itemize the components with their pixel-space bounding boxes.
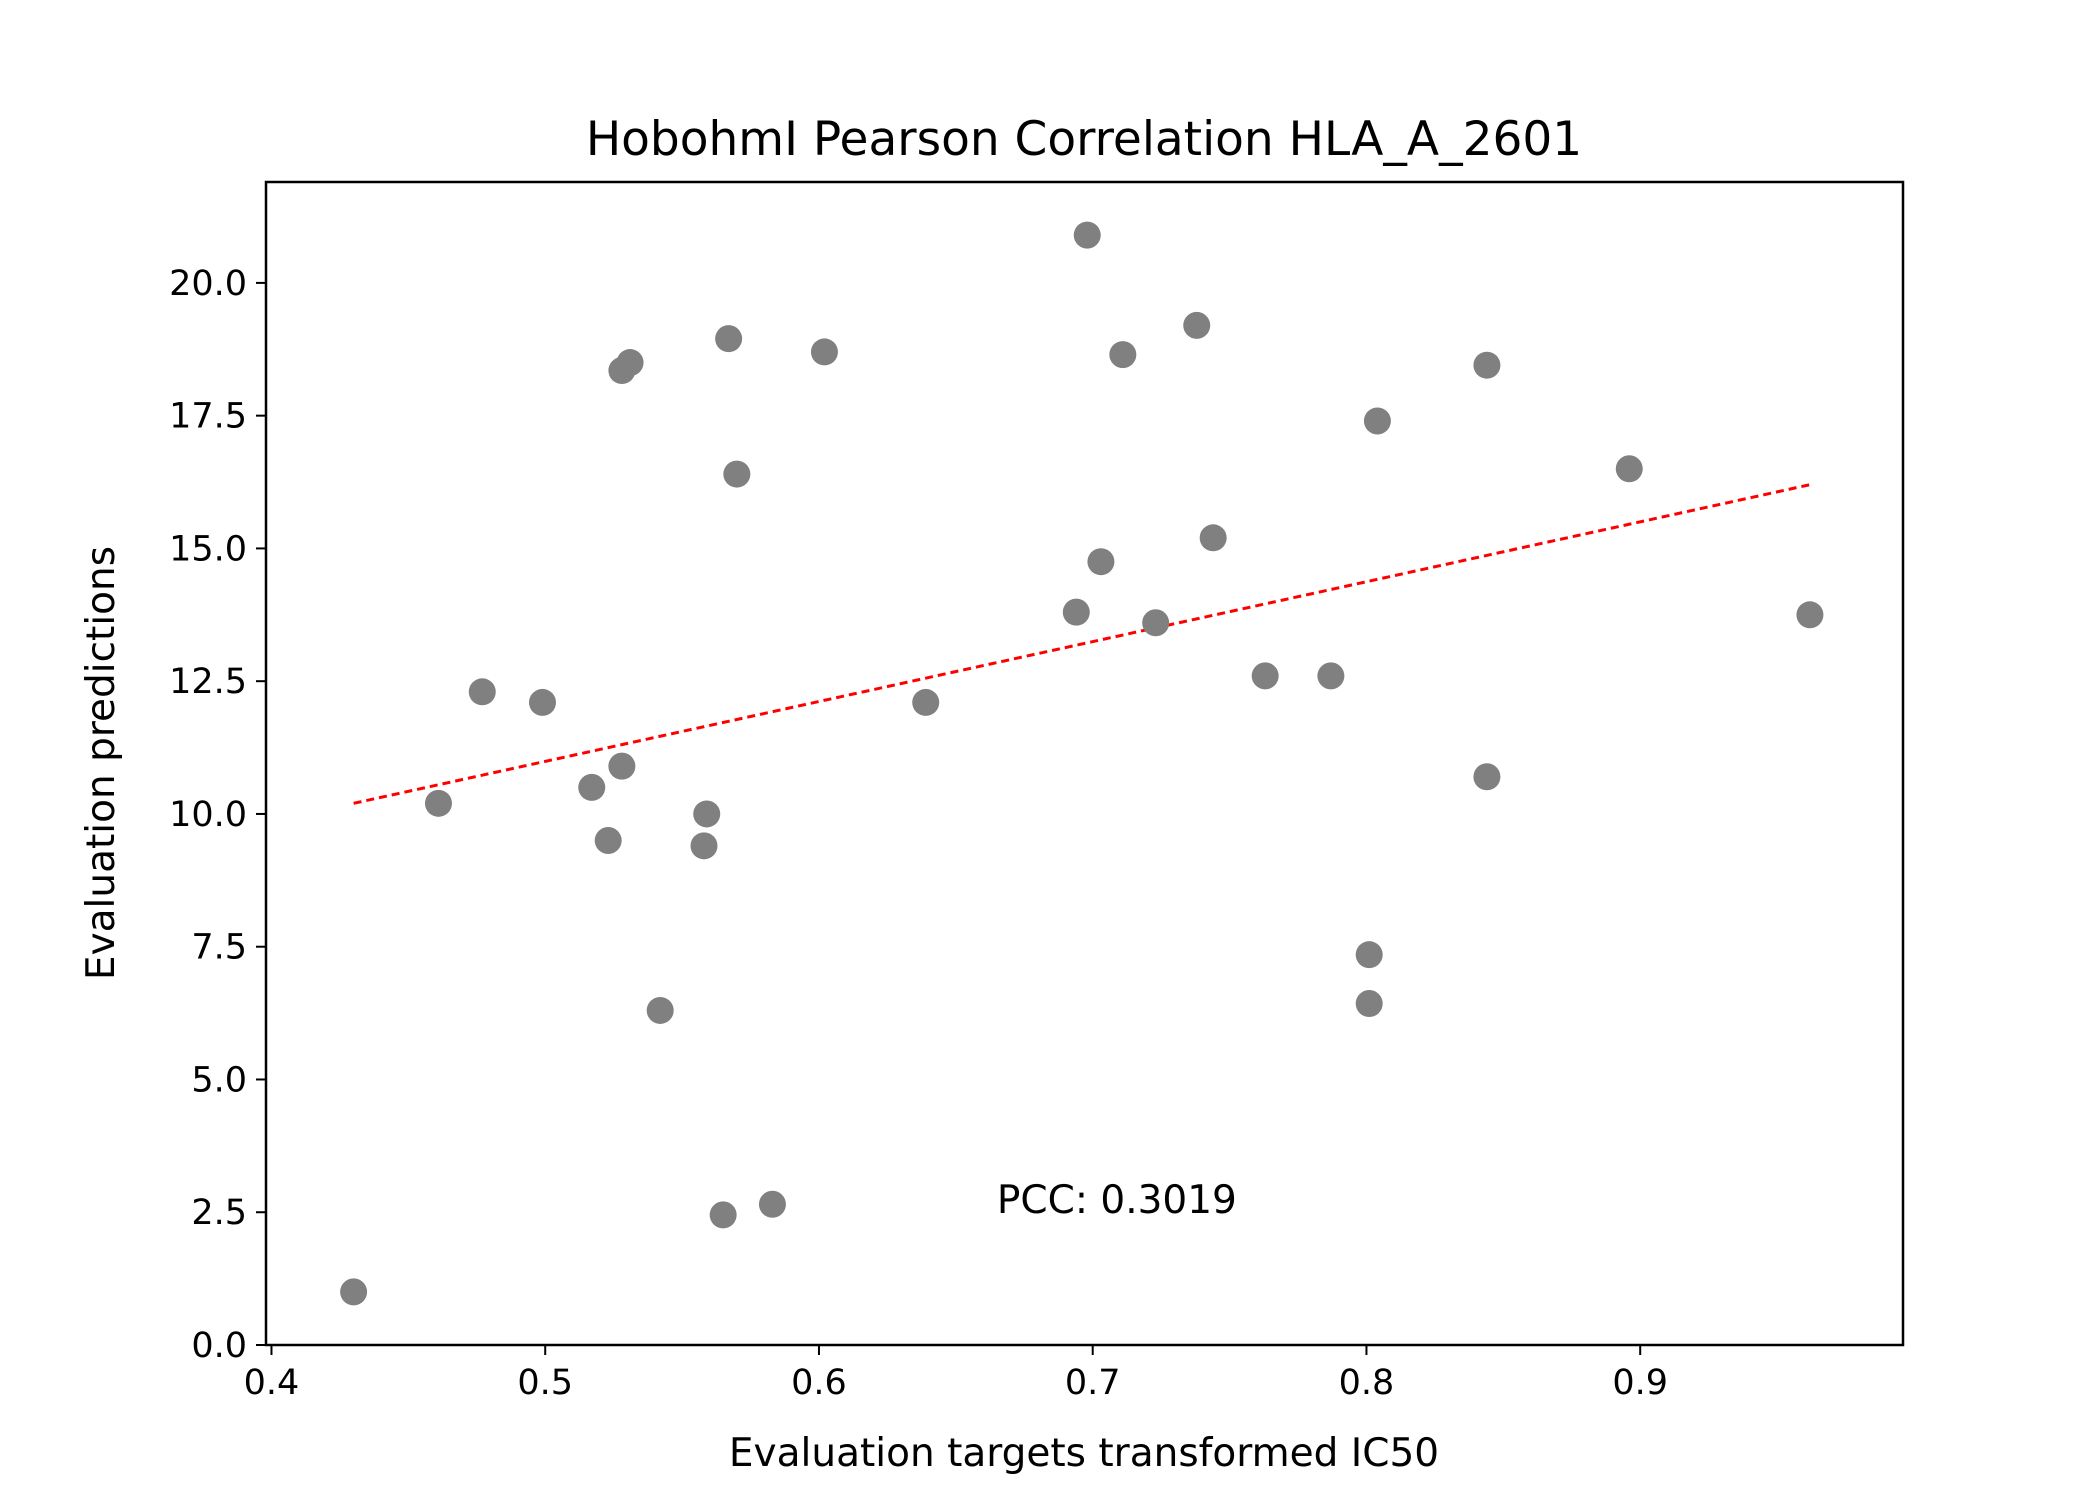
data-point xyxy=(693,800,721,828)
y-tick-label: 17.5 xyxy=(169,397,247,437)
y-tick-label: 12.5 xyxy=(169,662,247,702)
y-tick-label: 0.0 xyxy=(191,1326,247,1366)
data-point xyxy=(912,688,940,716)
data-point xyxy=(723,460,751,488)
data-point xyxy=(340,1278,368,1306)
data-point xyxy=(616,349,644,377)
data-point xyxy=(715,325,743,353)
data-point xyxy=(1796,601,1824,629)
data-point xyxy=(1355,990,1383,1018)
y-tick-label: 7.5 xyxy=(191,928,247,968)
data-point xyxy=(1073,221,1101,249)
x-tick-label: 0.6 xyxy=(791,1363,847,1403)
plot-frame xyxy=(264,180,1905,1347)
trend-layer xyxy=(353,483,1811,805)
data-point xyxy=(1615,455,1643,483)
data-point xyxy=(1473,351,1501,379)
data-point xyxy=(1062,598,1090,626)
data-point xyxy=(578,773,606,801)
trend-line xyxy=(353,483,1811,805)
x-tick-label: 0.5 xyxy=(517,1363,573,1403)
chart-title: HobohmI Pearson Correlation HLA_A_2601 xyxy=(586,112,1582,167)
data-point xyxy=(646,996,674,1024)
x-axis-ticks: 0.4 0.5 0.6 0.7 0.8 0.9 xyxy=(244,1345,1668,1403)
data-point xyxy=(594,827,622,855)
data-point xyxy=(1142,609,1170,637)
data-point xyxy=(1317,662,1345,690)
data-point xyxy=(424,789,452,817)
data-point xyxy=(1109,341,1137,369)
data-point xyxy=(1183,311,1211,339)
y-tick-label: 5.0 xyxy=(191,1060,247,1100)
data-point xyxy=(810,338,838,366)
y-tick-label: 2.5 xyxy=(191,1193,247,1233)
data-point xyxy=(709,1201,737,1229)
data-point xyxy=(1199,524,1227,552)
x-tick-label: 0.8 xyxy=(1339,1363,1395,1403)
y-axis-title: Evaluation predictions xyxy=(79,546,124,980)
data-point xyxy=(1363,407,1391,435)
data-point xyxy=(528,688,556,716)
y-axis-ticks: 0.0 2.5 5.0 7.5 10.0 12.5 15.0 17.5 20.0 xyxy=(169,264,266,1366)
data-point xyxy=(608,752,636,780)
pcc-annotation: PCC: 0.3019 xyxy=(997,1178,1237,1223)
x-tick-label: 0.7 xyxy=(1065,1363,1121,1403)
data-point xyxy=(1355,941,1383,969)
data-point xyxy=(468,678,496,706)
data-point xyxy=(758,1190,786,1218)
y-tick-label: 20.0 xyxy=(169,264,247,304)
points-layer xyxy=(340,221,1824,1306)
x-tick-label: 0.9 xyxy=(1612,1363,1668,1403)
y-tick-label: 15.0 xyxy=(169,529,247,569)
data-point xyxy=(1087,548,1115,576)
data-point xyxy=(1473,763,1501,791)
x-tick-label: 0.4 xyxy=(244,1363,300,1403)
data-point xyxy=(690,832,718,860)
y-tick-label: 10.0 xyxy=(169,795,247,835)
data-point xyxy=(1251,662,1279,690)
x-axis-title: Evaluation targets transformed IC50 xyxy=(729,1431,1439,1476)
